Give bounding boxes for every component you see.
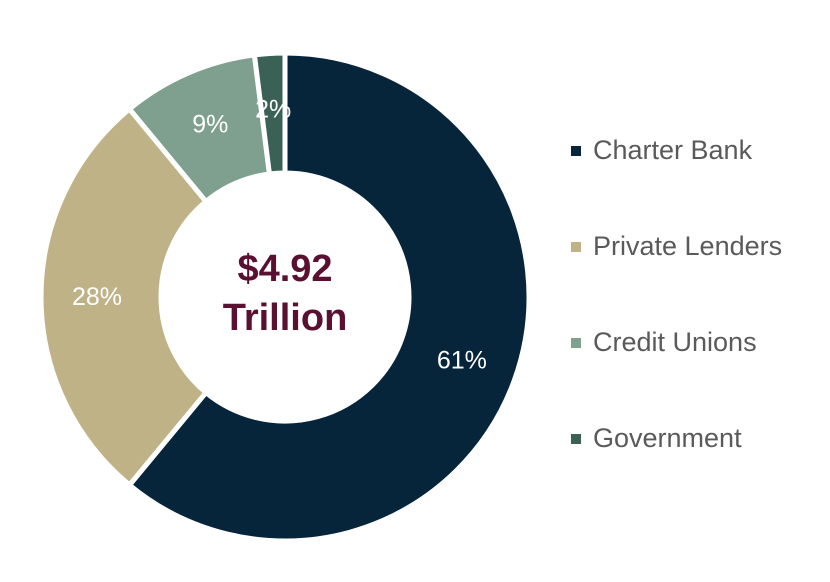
slice-label-credit-unions: 9% <box>192 110 228 138</box>
legend-swatch-private-lenders <box>571 242 581 252</box>
legend-item-charter-bank: Charter Bank <box>571 122 826 218</box>
legend-label: Private Lenders <box>593 231 783 261</box>
legend-swatch-credit-unions <box>571 338 581 348</box>
legend-swatch-charter-bank <box>571 146 581 156</box>
slice-label-government: 2% <box>255 95 291 123</box>
slice-label-charter-bank: 61% <box>437 347 487 375</box>
donut-chart: 61% 28% 9% 2% $4.92 Trillion <box>38 50 532 544</box>
legend-label: Charter Bank <box>593 135 753 165</box>
center-value: $4.92 <box>237 248 332 290</box>
legend-item-government: Government <box>571 410 826 506</box>
donut-slices <box>38 50 532 544</box>
legend-swatch-government <box>571 434 581 444</box>
legend-label: Credit Unions <box>593 327 757 357</box>
slice-labels: 61% 28% 9% 2% <box>72 95 487 374</box>
legend-item-credit-unions: Credit Unions <box>571 314 826 410</box>
slice-private-lenders <box>38 106 209 488</box>
slice-government <box>251 50 288 177</box>
slice-label-private-lenders: 28% <box>72 283 122 311</box>
legend: Charter Bank Private Lenders Credit Unio… <box>571 122 826 506</box>
legend-label: Government <box>593 423 742 453</box>
legend-item-private-lenders: Private Lenders <box>571 218 826 314</box>
center-unit: Trillion <box>223 297 348 339</box>
slice-charter-bank <box>126 50 532 544</box>
